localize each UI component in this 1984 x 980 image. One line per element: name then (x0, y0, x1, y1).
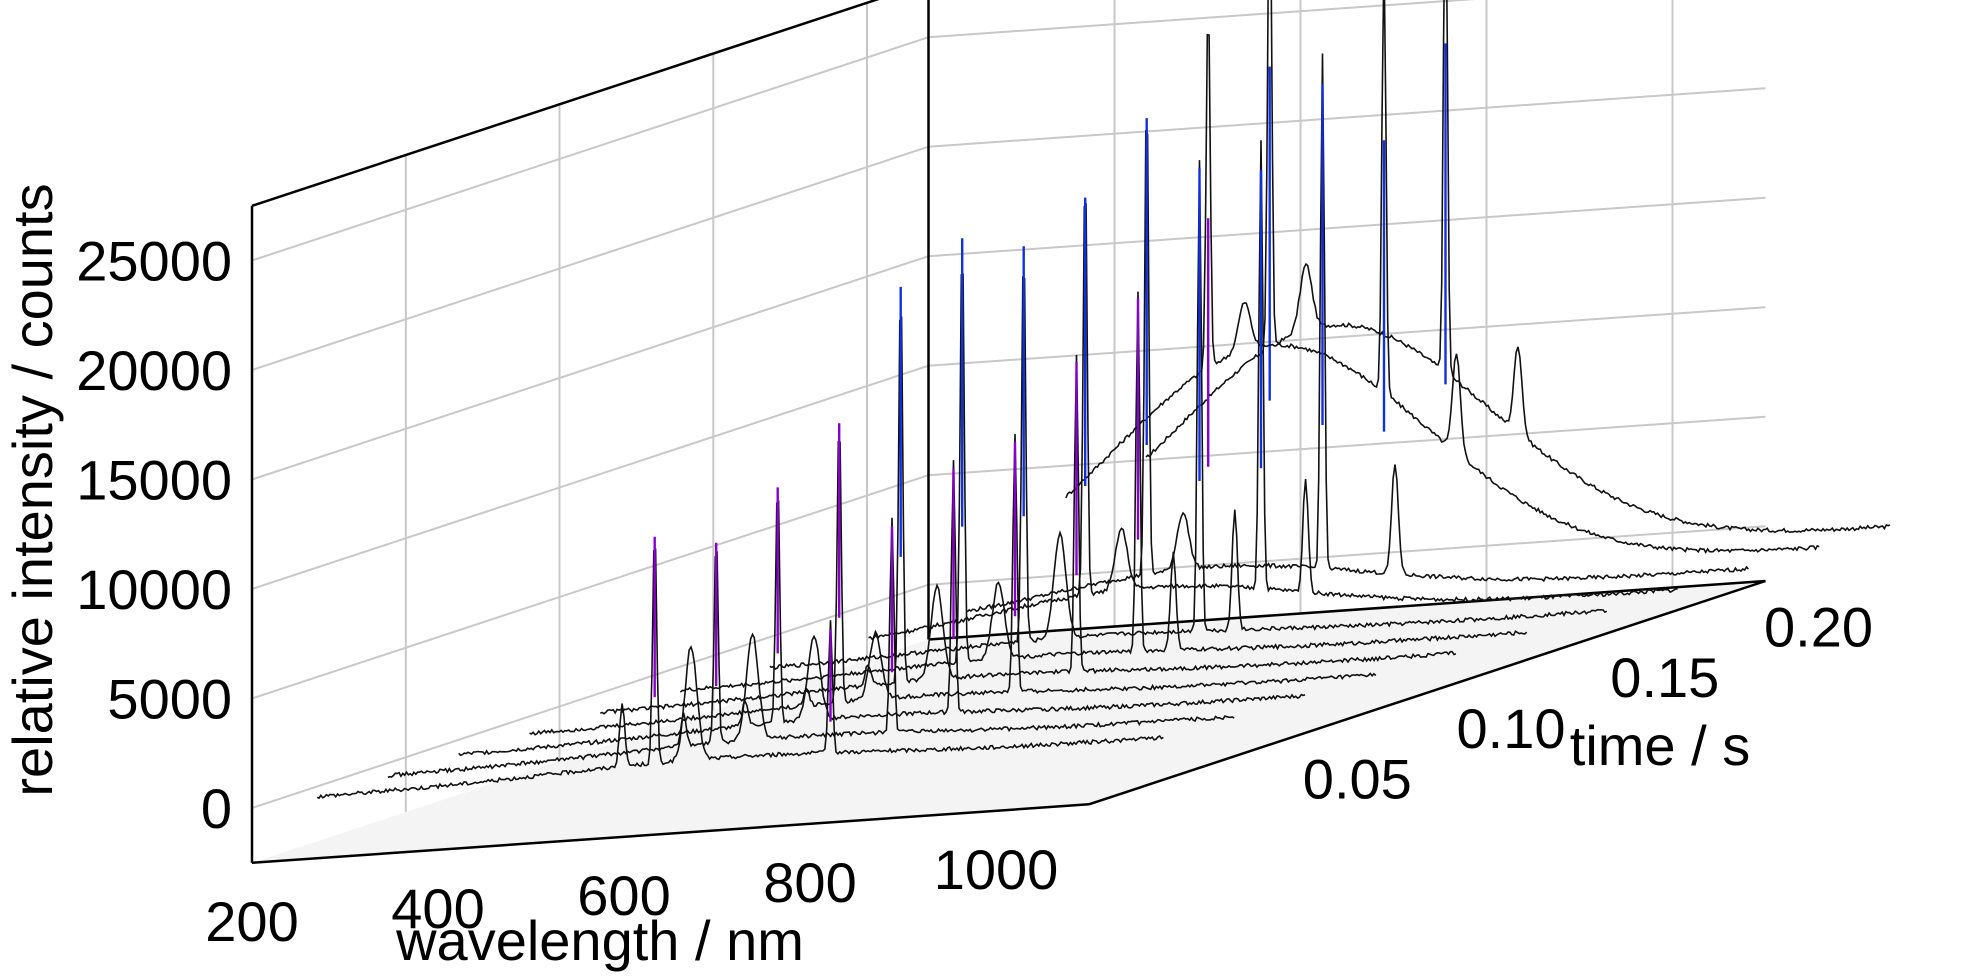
z-tick-label: 5000 (107, 668, 232, 731)
spectrum-line (529, 433, 1377, 736)
x-tick-label: 800 (763, 851, 856, 914)
z-tick-label: 10000 (76, 558, 232, 621)
back-wall-gridline (928, 196, 1766, 258)
spectrum-line (1065, 0, 1820, 555)
left-wall-gridline (251, 145, 929, 371)
left-wall-gridline (251, 36, 929, 262)
x-tick-label: 600 (577, 864, 670, 927)
spectrum-line (316, 548, 1164, 800)
x-axis-title: wavelength / nm (395, 909, 804, 972)
spectrum-0.02 (387, 517, 1235, 779)
spectrum-0.04 (458, 460, 1306, 757)
x-axis-line (251, 803, 1090, 865)
t-tick-label: 0.15 (1610, 646, 1719, 709)
z-axis-title: relative intensity / counts (1, 183, 64, 796)
left-wall-gridline (251, 364, 929, 590)
left-wall-gridline (251, 474, 929, 700)
back-wall-gridline (928, 306, 1766, 367)
t-tick-label: 0.05 (1303, 748, 1412, 811)
z-tick-label: 15000 (76, 449, 232, 512)
back-wall-gridline (928, 87, 1766, 148)
back-wall-gridline (928, 415, 1766, 477)
t-tick-label: 0.20 (1764, 595, 1873, 658)
t-tick-label: 0.10 (1457, 697, 1566, 760)
spectrum-0.12 (769, 160, 1608, 671)
back-wall-gridline (928, 0, 1476, 39)
spectrum-line (387, 517, 1235, 779)
t-axis-line (1088, 579, 1766, 806)
spectrum-line (458, 460, 1306, 757)
axes-frame (250, 0, 1766, 865)
back-floor-edge (928, 579, 1766, 641)
spectrum-line (1145, 0, 1891, 534)
z-tick-label: 20000 (76, 339, 232, 402)
spectrum-line (600, 316, 1457, 715)
tick-labels: 0 5000 10000 15000 20000 25000 200 400 600 800 100… (76, 230, 1873, 953)
spectrum-line (769, 160, 1608, 671)
y-axis-title: time / s (1570, 714, 1750, 777)
back-wall-gridline (928, 525, 1766, 586)
x-tick-label: 400 (391, 877, 484, 940)
spectrum-0.14 (868, 140, 1678, 641)
x-tick-label: 1000 (934, 838, 1059, 901)
spectrum-0.18 (1065, 0, 1820, 555)
spectrum-0.16 (966, 53, 1749, 613)
spectrum-line (966, 53, 1749, 613)
left-wall-gridline (251, 583, 929, 809)
spectrum-line (868, 140, 1678, 641)
x-tick-label: 200 (205, 890, 298, 953)
z-tick-label: 0 (201, 777, 232, 840)
top-left-edge (251, 0, 880, 207)
spectrum-0.06 (529, 423, 1377, 736)
floor-plane (252, 581, 1766, 863)
left-wall-gridline (251, 255, 929, 481)
spectrum-0.08 (600, 286, 1457, 715)
z-tick-label: 25000 (76, 230, 232, 293)
grid-lines (251, 0, 1766, 863)
spectrum-0.00 (316, 536, 1164, 800)
spectra-series (316, 0, 1891, 800)
